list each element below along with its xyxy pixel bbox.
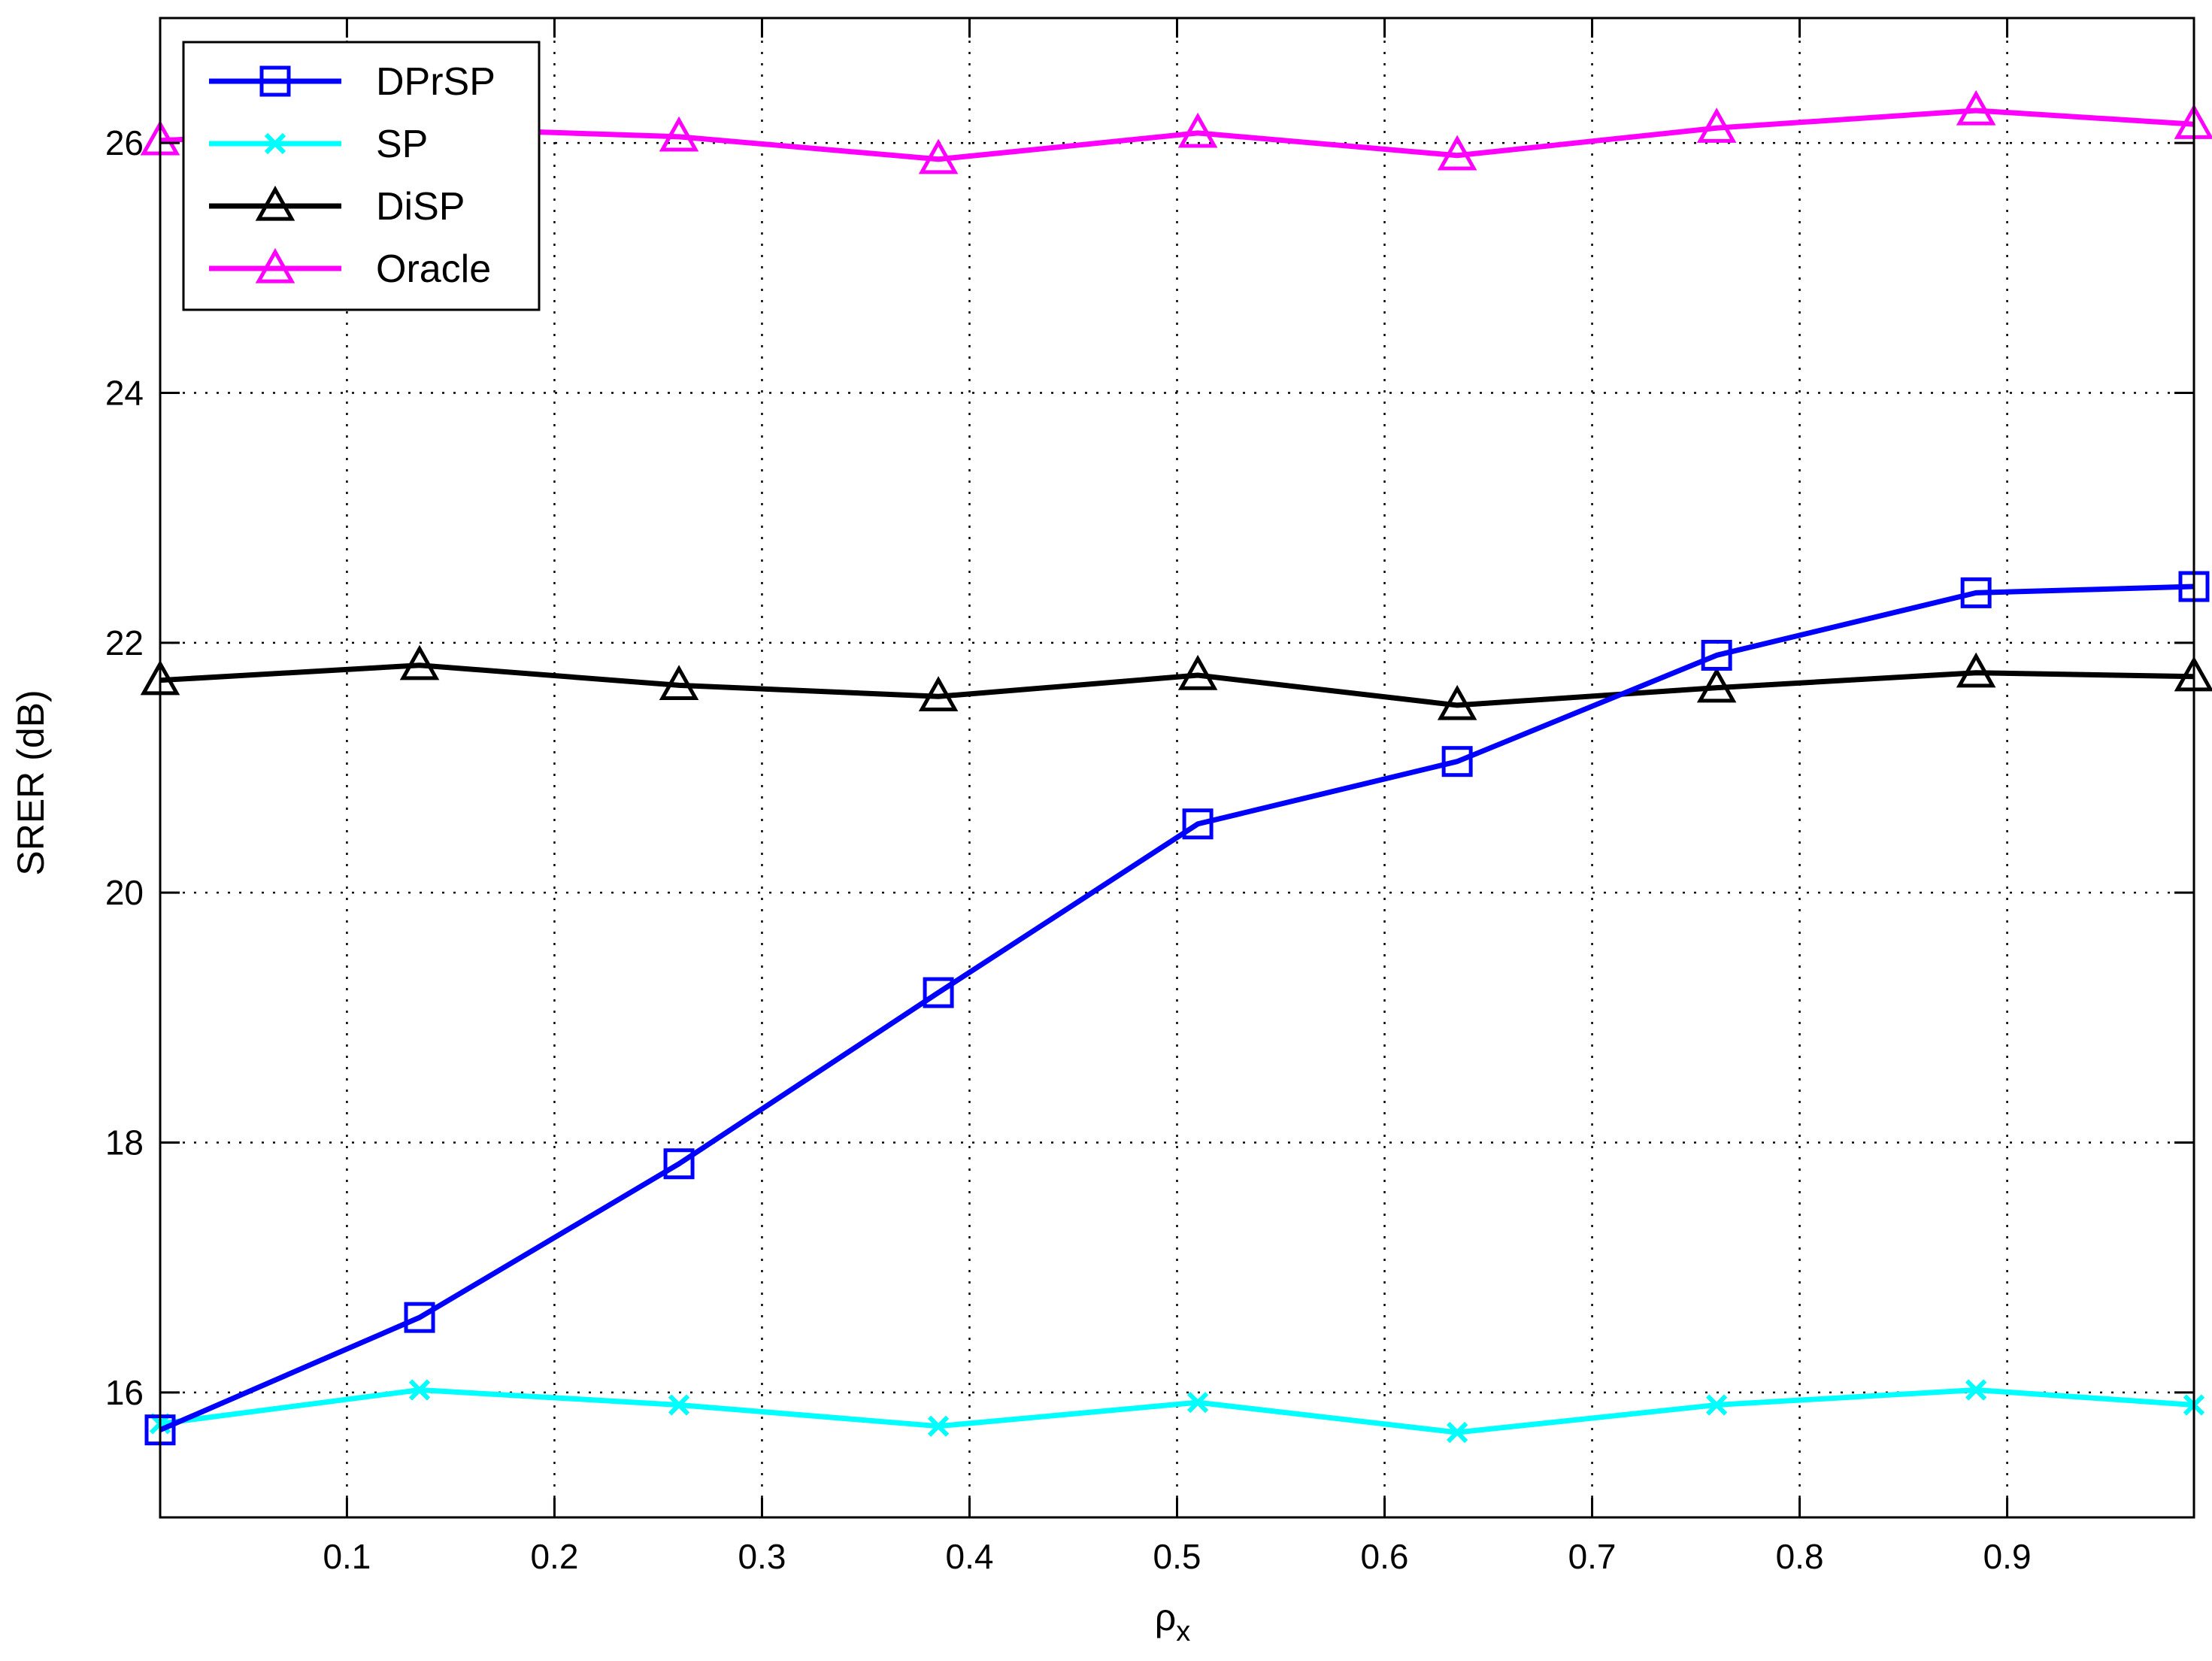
x-tick-label: 0.6: [1361, 1537, 1409, 1576]
marker-x: [927, 1415, 950, 1437]
y-axis-label: SRER (dB): [10, 690, 52, 875]
x-tick-label: 0.4: [946, 1537, 994, 1576]
legend-item-oracle: Oracle: [209, 247, 491, 291]
x-tick-label: 0.2: [530, 1537, 578, 1576]
x-tick-label: 0.3: [738, 1537, 786, 1576]
tick-labels: 0.1 0.2 0.3 0.4 0.5 0.6 0.7 0.8 0.9 16 18 20 22 24 26: [105, 123, 2032, 1576]
marker-x: [1186, 1392, 1209, 1414]
marker-x: [1706, 1394, 1728, 1416]
legend-item-sp: SP: [209, 123, 428, 166]
marker-square: [259, 65, 291, 97]
x-tick-label: 0.1: [323, 1537, 371, 1576]
x-tick-label: 0.7: [1568, 1537, 1617, 1576]
marker-triangle: [918, 138, 959, 174]
y-tick-label: 20: [105, 873, 144, 912]
legend-box: [182, 41, 541, 311]
marker-square: [663, 1148, 695, 1180]
marker-triangle: [1956, 652, 1996, 688]
legend-item-dprsp: DPrSP: [209, 60, 495, 104]
marker-triangle: [399, 644, 440, 680]
legend-item-disp: DiSP: [209, 185, 465, 229]
marker-square: [923, 977, 954, 1008]
marker-x: [668, 1394, 690, 1416]
legend-label: SP: [376, 123, 428, 166]
marker-triangle: [1437, 135, 1477, 171]
marker-square: [404, 1302, 435, 1333]
legend-label: Oracle: [376, 247, 491, 291]
series-line-dprsp: [159, 583, 2195, 1432]
marker-square: [1960, 577, 1992, 608]
marker-triangle: [1177, 112, 1218, 148]
marker-triangle: [659, 116, 699, 152]
marker-triangle: [918, 676, 959, 711]
marker-square: [1182, 808, 1214, 840]
marker-triangle: [1437, 684, 1477, 720]
marker-square: [1701, 639, 1732, 671]
marker-x: [1447, 1421, 1468, 1444]
legend-label: DiSP: [376, 185, 465, 229]
legend: DPrSP SP DiSP Oracle: [182, 41, 541, 311]
series-dprsp: [144, 571, 2210, 1446]
x-axis-label: ρx: [1155, 1596, 1190, 1647]
marker-triangle: [659, 665, 699, 700]
x-tick-label: 0.5: [1153, 1537, 1201, 1576]
x-tick-label: 0.8: [1776, 1537, 1824, 1576]
ticks: [160, 18, 2194, 1517]
y-tick-label: 18: [105, 1123, 144, 1162]
marker-triangle: [1956, 89, 1996, 126]
x-axis-label-subscript: x: [1176, 1616, 1190, 1647]
x-axis-label-main: ρ: [1155, 1596, 1176, 1638]
y-tick-label: 24: [105, 374, 144, 413]
marker-triangle: [1177, 654, 1218, 690]
marker-triangle: [1696, 667, 1737, 703]
x-tick-label: 0.9: [1983, 1537, 2032, 1576]
marker-triangle: [255, 247, 295, 283]
legend-label: DPrSP: [376, 60, 495, 104]
marker-x: [264, 132, 286, 155]
marker-x: [408, 1379, 431, 1401]
series-line-disp: [159, 662, 2195, 708]
y-tick-label: 26: [105, 123, 144, 162]
y-tick-label: 16: [105, 1373, 144, 1412]
marker-x: [1965, 1379, 1987, 1401]
marker-triangle: [255, 185, 295, 221]
marker-triangle: [1696, 108, 1737, 143]
y-tick-label: 22: [105, 623, 144, 662]
marker-square: [1441, 746, 1473, 777]
